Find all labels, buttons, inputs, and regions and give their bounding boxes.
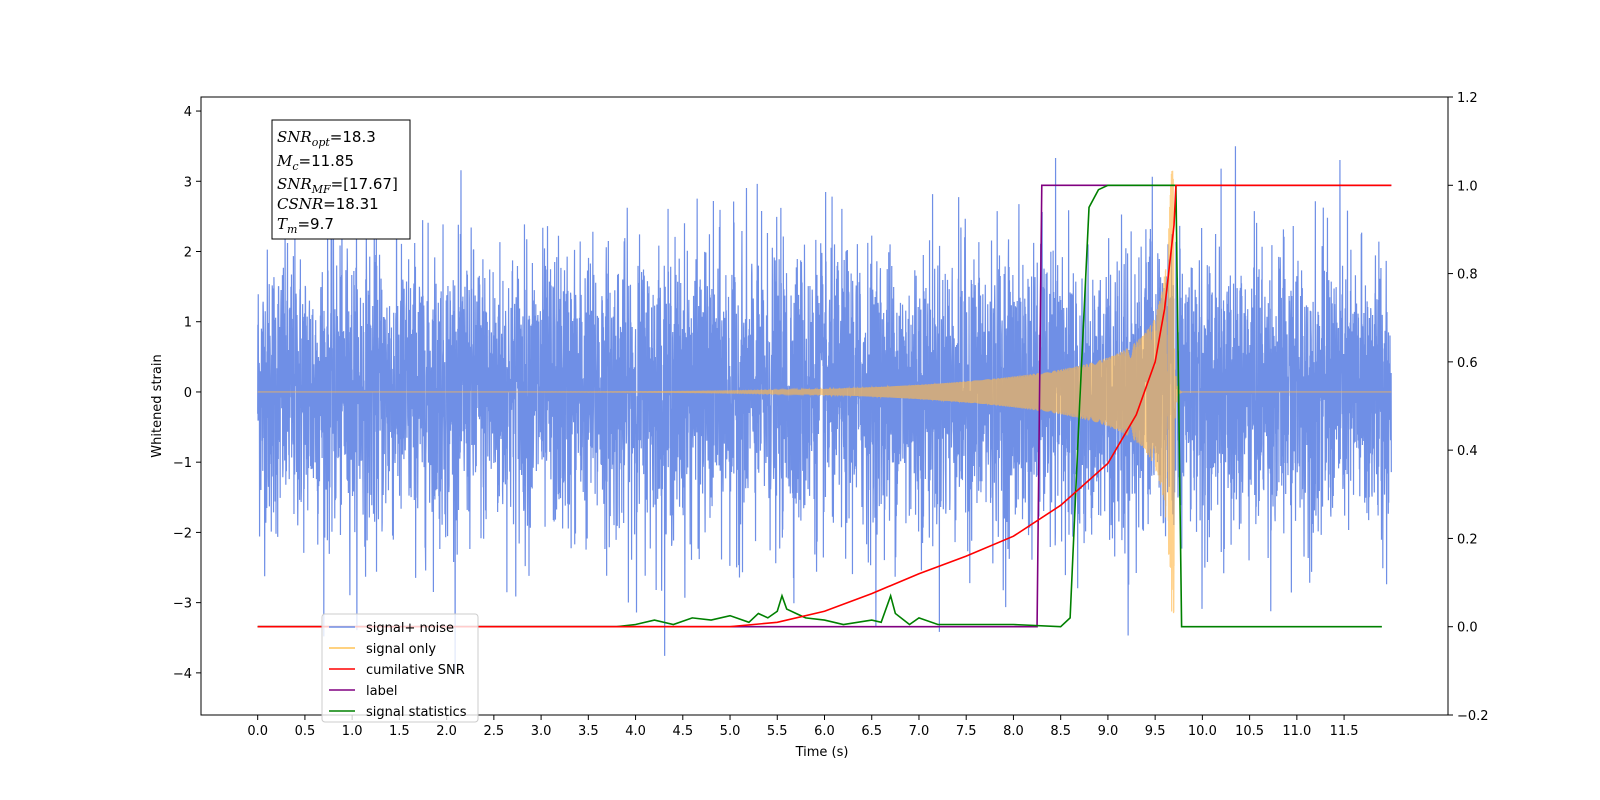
y-tick-label: −4 <box>173 667 192 682</box>
y-tick-label: −2 <box>173 526 192 541</box>
y2-tick-label: 0.4 <box>1457 444 1478 459</box>
x-tick-label: 6.5 <box>861 724 882 739</box>
series-signal-only <box>257 170 1392 614</box>
y-tick-label: −3 <box>173 597 192 612</box>
legend-label: signal statistics <box>366 705 467 720</box>
y-tick-label: 1 <box>184 316 192 331</box>
x-tick-label: 2.5 <box>484 724 505 739</box>
x-tick-label: 5.5 <box>767 724 788 739</box>
x-tick-label: 4.0 <box>625 724 646 739</box>
x-tick-label: 2.0 <box>436 724 457 739</box>
legend-label: cumilative SNR <box>366 663 465 678</box>
y2-tick-label: −0.2 <box>1457 709 1489 724</box>
y-axis-left: −4 −3 −2 −1 0 1 2 3 4 <box>173 105 201 682</box>
x-tick-label: 8.5 <box>1050 724 1071 739</box>
series-signal-statistics <box>257 184 1382 628</box>
x-tick-label: 1.0 <box>342 724 363 739</box>
x-tick-label: 0.0 <box>247 724 268 739</box>
y-axis-label: Whitened strain <box>150 354 165 457</box>
info-mc: Mc=11.85 <box>276 152 354 173</box>
x-tick-label: 10.0 <box>1188 724 1217 739</box>
x-tick-label: 0.5 <box>295 724 316 739</box>
plot-area <box>257 146 1392 675</box>
x-axis: 0.0 0.5 1.0 1.5 2.0 2.5 3.0 3.5 4.0 4.5 5.0 5.5 6.0 6… <box>247 715 1359 739</box>
y2-tick-label: 0.0 <box>1457 621 1478 636</box>
x-tick-label: 1.5 <box>389 724 410 739</box>
y-tick-label: 3 <box>184 175 192 190</box>
x-tick-label: 7.5 <box>956 724 977 739</box>
right-axis-series <box>257 184 1392 628</box>
info-snr-mf: SNRMF=[17.67] <box>277 175 398 196</box>
legend-frame <box>321 613 479 723</box>
series-cumulative-snr <box>257 184 1392 628</box>
legend-label: label <box>366 684 397 699</box>
info-box-frame <box>271 119 411 240</box>
legend: signal+ noise signal only cumilative SNR la… <box>321 613 479 723</box>
y-tick-label: 2 <box>184 246 192 261</box>
x-tick-label: 4.5 <box>672 724 693 739</box>
x-tick-label: 10.5 <box>1235 724 1264 739</box>
y2-tick-label: 0.6 <box>1457 356 1478 371</box>
info-tm: Tm=9.7 <box>277 215 334 236</box>
x-tick-label: 5.0 <box>720 724 741 739</box>
y-tick-label: −1 <box>173 456 192 471</box>
series-signal-noise <box>257 146 1392 675</box>
info-csnr: CSNR=18.31 <box>277 195 379 213</box>
legend-label: signal only <box>366 642 436 657</box>
x-tick-label: 11.0 <box>1282 724 1311 739</box>
y-axis-right: −0.2 0.0 0.2 0.4 0.6 0.8 1.0 1.2 <box>1448 91 1489 724</box>
y2-tick-label: 1.0 <box>1457 179 1478 194</box>
x-tick-label: 7.0 <box>909 724 930 739</box>
x-tick-label: 8.0 <box>1003 724 1024 739</box>
legend-label: signal+ noise <box>366 621 454 636</box>
y2-tick-label: 0.2 <box>1457 532 1478 547</box>
x-tick-label: 6.0 <box>814 724 835 739</box>
y2-tick-label: 0.8 <box>1457 268 1478 283</box>
x-tick-label: 11.5 <box>1330 724 1359 739</box>
x-tick-label: 3.0 <box>531 724 552 739</box>
y-tick-label: 4 <box>184 105 192 120</box>
x-tick-label: 9.0 <box>1098 724 1119 739</box>
info-box: SNRopt=18.3 Mc=11.85 SNRMF=[17.67] CSNR=… <box>271 119 411 240</box>
x-axis-label: Time (s) <box>795 745 849 760</box>
info-snr-opt: SNRopt=18.3 <box>277 128 376 149</box>
x-tick-label: 3.5 <box>578 724 599 739</box>
y-tick-label: 0 <box>184 386 192 401</box>
x-tick-label: 9.5 <box>1145 724 1166 739</box>
y2-tick-label: 1.2 <box>1457 91 1478 106</box>
